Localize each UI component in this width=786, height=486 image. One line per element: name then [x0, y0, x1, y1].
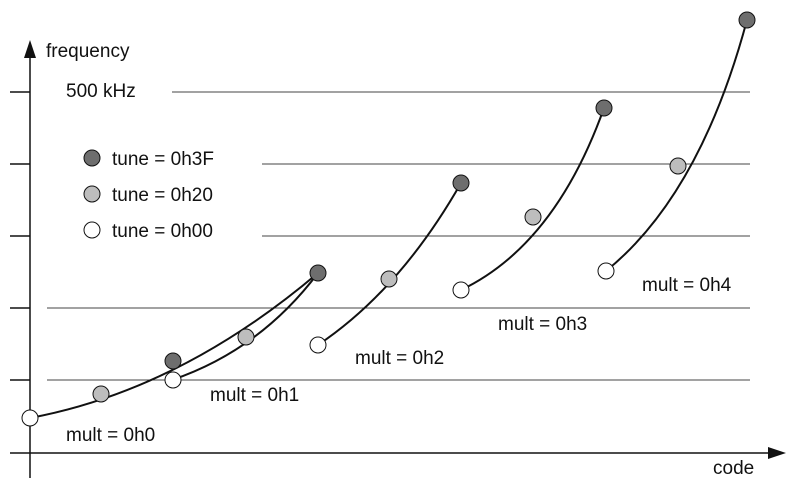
marker-tune-3f	[309, 264, 327, 282]
legend-marker-tune-00	[83, 221, 101, 239]
marker-tune-20	[237, 328, 255, 346]
marker-tune-20	[92, 385, 110, 403]
marker-tune-00	[21, 409, 39, 427]
y-axis-label: frequency	[46, 41, 130, 62]
curve-label-mult-0h2: mult = 0h2	[355, 348, 444, 369]
curve-mult-0h2	[317, 182, 462, 346]
curve-label-mult-0h1: mult = 0h1	[210, 385, 299, 406]
curve-label-mult-0h0: mult = 0h0	[66, 425, 155, 446]
curve-label-mult-0h4: mult = 0h4	[642, 275, 732, 296]
legend-label-tune-3f: tune = 0h3F	[112, 149, 214, 170]
marker-tune-00	[452, 281, 470, 299]
legend	[83, 149, 101, 239]
x-axis: code	[10, 447, 786, 479]
marker-tune-20	[524, 208, 542, 226]
marker-tune-3f	[595, 99, 613, 117]
markers	[21, 11, 756, 427]
marker-tune-3f	[164, 352, 182, 370]
curve-mult-0h3	[460, 107, 605, 291]
y-axis-arrow-icon	[24, 40, 36, 58]
marker-tune-00	[309, 336, 327, 354]
marker-tune-3f	[452, 174, 470, 192]
marker-tune-20	[380, 270, 398, 288]
reference-lines	[47, 91, 750, 381]
marker-tune-00	[164, 371, 182, 389]
x-axis-label: code	[713, 458, 754, 479]
curve-mult-0h1	[171, 272, 319, 381]
legend-marker-tune-3f	[83, 149, 101, 167]
legend-marker-tune-20	[83, 185, 101, 203]
y-axis-ticks	[10, 91, 30, 381]
curve-label-mult-0h3: mult = 0h3	[498, 314, 587, 335]
x-axis-arrow-icon	[768, 447, 786, 459]
marker-tune-20	[669, 157, 687, 175]
curve-mult-0h4	[605, 19, 748, 272]
legend-label-tune-00: tune = 0h00	[112, 221, 213, 242]
y-axis: frequency 500 kHz	[10, 40, 136, 478]
y-tick-label-500khz: 500 kHz	[66, 81, 136, 102]
marker-tune-3f	[738, 11, 756, 29]
legend-label-tune-20: tune = 0h20	[112, 185, 213, 206]
marker-tune-00	[597, 262, 615, 280]
